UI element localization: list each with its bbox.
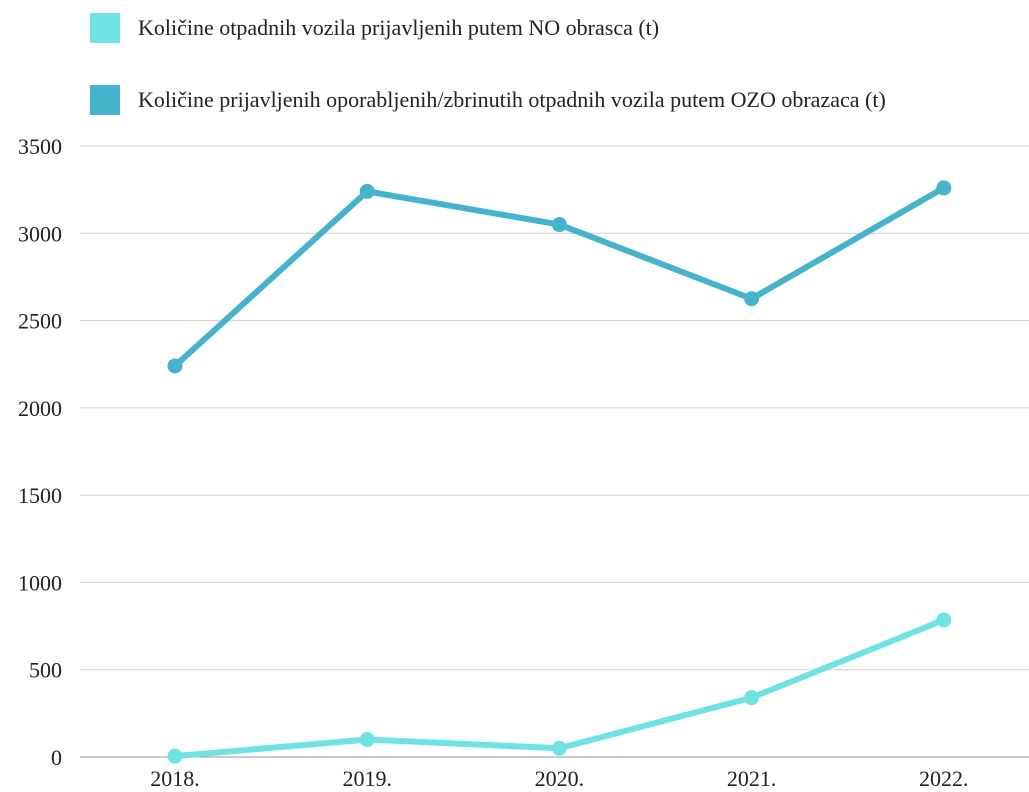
data-point-s1-4	[936, 180, 952, 196]
series-line-1	[172, 184, 947, 369]
y-tick-label: 3000	[18, 221, 62, 246]
y-tick-label: 500	[29, 658, 62, 683]
x-tick-label: 2020.	[535, 766, 585, 791]
data-point-s0-3	[744, 690, 760, 706]
x-tick-label: 2022.	[919, 766, 969, 791]
y-tick-label: 2000	[18, 396, 62, 421]
y-tick-label: 1000	[18, 570, 62, 595]
series-line-0	[172, 616, 947, 760]
y-tick-label: 1500	[18, 483, 62, 508]
x-tick-label: 2019.	[342, 766, 392, 791]
x-tick-label: 2018.	[150, 766, 200, 791]
data-point-s0-2	[551, 740, 567, 756]
y-tick-label: 2500	[18, 309, 62, 334]
legend-label-no-obrazac: Količine otpadnih vozila prijavljenih pu…	[138, 15, 660, 40]
legend-label-ozo-obrazac: Količine prijavljenih oporabljenih/zbrin…	[138, 87, 886, 112]
data-point-s1-3	[744, 291, 760, 307]
data-point-s1-1	[359, 183, 375, 199]
legend-swatch-ozo-obrazac	[90, 85, 120, 115]
legend-entry-ozo-obrazac: Količine prijavljenih oporabljenih/zbrin…	[90, 84, 886, 116]
data-point-s1-0	[167, 358, 183, 374]
legend-entry-no-obrazac: Količine otpadnih vozila prijavljenih pu…	[90, 12, 659, 44]
data-point-s1-2	[551, 217, 567, 233]
legend-swatch-no-obrazac	[90, 13, 120, 43]
y-tick-label: 3500	[18, 134, 62, 159]
x-tick-label: 2021.	[727, 766, 777, 791]
data-point-s0-4	[936, 612, 952, 628]
data-point-s0-0	[167, 748, 183, 764]
y-tick-label: 0	[51, 745, 62, 770]
data-point-s0-1	[359, 732, 375, 748]
